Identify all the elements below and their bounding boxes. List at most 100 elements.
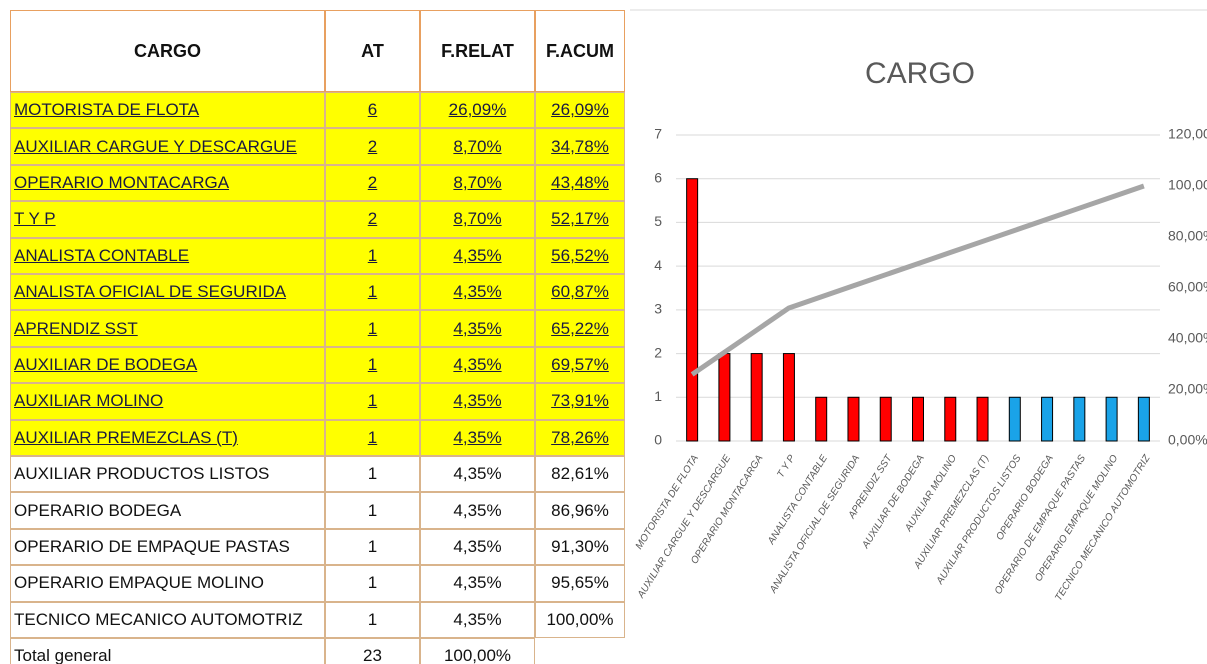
table-cell: 52,17% [535, 201, 625, 238]
y-tick-label: 4 [654, 257, 662, 273]
table-cell: 4,35% [420, 310, 535, 347]
table-cell: AUXILIAR PRODUCTOS LISTOS [10, 456, 325, 493]
table-cell: 2 [325, 164, 420, 202]
table-cell: 8,70% [420, 164, 535, 202]
bar [782, 353, 795, 442]
table-cell: 43,48% [535, 164, 625, 202]
table-cell: OPERARIO DE EMPAQUE PASTAS [10, 528, 325, 566]
table-cell: 8,70% [420, 128, 535, 165]
table-cell: 73,91% [535, 383, 625, 420]
bar [912, 396, 924, 442]
table-cell: AT [325, 10, 420, 92]
table-cell: 34,78% [535, 128, 625, 165]
x-tick-label: T Y P [775, 453, 798, 480]
y2-tick-label: 80,00% [1168, 228, 1207, 244]
y-tick-label: 3 [654, 301, 662, 317]
table-cell: 4,35% [420, 419, 535, 456]
table-cell: F.ACUM [535, 10, 625, 92]
table-cell: 91,30% [535, 528, 625, 566]
y2-tick-label: 0,00% [1168, 432, 1207, 448]
table-cell: AUXILIAR DE BODEGA [10, 346, 325, 384]
table-cell: 4,35% [420, 456, 535, 493]
y-tick-label: 6 [654, 169, 662, 185]
table-cell: 4,35% [420, 237, 535, 274]
table-cell: 82,61% [535, 456, 625, 493]
y-tick-label: 1 [654, 388, 662, 404]
table-cell: 1 [325, 310, 420, 347]
table-cell: 1 [325, 419, 420, 456]
y2-tick-label: 40,00% [1168, 330, 1207, 346]
table-cell: ANALISTA CONTABLE [10, 237, 325, 274]
x-tick-label: OPERARIO BODEGA [994, 453, 1056, 543]
table-cell: 4,35% [420, 565, 535, 602]
table-cell: 69,57% [535, 346, 625, 384]
x-tick-label: ANALISTA CONTABLE [765, 453, 830, 547]
table-cell: 2 [325, 201, 420, 238]
x-tick-label: AUXILIAR DE BODEGA [860, 453, 927, 551]
table-cell: 1 [325, 565, 420, 602]
table-cell: AUXILIAR MOLINO [10, 383, 325, 420]
table-cell: 4,35% [420, 492, 535, 529]
table-cell: 1 [325, 456, 420, 493]
x-tick-label: MOTORISTA DE FLOTA [634, 453, 701, 552]
bar [750, 353, 763, 442]
y2-tick-label: 120,00% [1168, 126, 1207, 142]
table-cell: 4,35% [420, 383, 535, 420]
table-cell: 100,00% [420, 638, 535, 664]
table-cell: 95,65% [535, 565, 625, 602]
table-cell: 56,52% [535, 237, 625, 274]
table-cell: 65,22% [535, 310, 625, 347]
bar [686, 178, 699, 442]
bar [1041, 396, 1054, 442]
table-cell: 1 [325, 346, 420, 384]
table-cell: 4,35% [420, 601, 535, 638]
bar [1073, 396, 1086, 442]
table-cell: 1 [325, 383, 420, 420]
table-cell: OPERARIO EMPAQUE MOLINO [10, 565, 325, 602]
table-cell: 4,35% [420, 528, 535, 566]
y-tick-label: 5 [654, 213, 662, 229]
table-cell: T Y P [10, 201, 325, 238]
y2-tick-label: 60,00% [1168, 279, 1207, 295]
table-cell: 60,87% [535, 274, 625, 311]
bar [815, 396, 828, 442]
chart-title: CARGO [865, 57, 975, 90]
table-cell: AUXILIAR PREMEZCLAS (T) [10, 419, 325, 456]
table-cell: OPERARIO MONTACARGA [10, 164, 325, 202]
table-cell: 26,09% [420, 92, 535, 129]
bar [718, 353, 731, 442]
table-cell: 4,35% [420, 346, 535, 384]
table-cell: TECNICO MECANICO AUTOMOTRIZ [10, 601, 325, 638]
table-cell: 8,70% [420, 201, 535, 238]
table-cell: 6 [325, 92, 420, 129]
y2-tick-label: 100,00% [1168, 177, 1207, 193]
bar [1137, 396, 1150, 442]
table-cell: 1 [325, 601, 420, 638]
cumulative-line [690, 183, 1145, 377]
y-tick-label: 7 [654, 126, 662, 142]
table-cell: 1 [325, 274, 420, 311]
table-cell: 26,09% [535, 92, 625, 129]
y-tick-label: 0 [654, 432, 662, 448]
table-cell: 1 [325, 237, 420, 274]
bar [976, 396, 989, 442]
table-cell: 100,00% [535, 601, 625, 638]
table-cell: 1 [325, 528, 420, 566]
table-cell: 1 [325, 492, 420, 529]
table-cell: OPERARIO BODEGA [10, 492, 325, 529]
bar [1105, 396, 1118, 442]
table-cell: CARGO [10, 10, 325, 92]
table-cell: APRENDIZ SST [10, 310, 325, 347]
table-cell: 86,96% [535, 492, 625, 529]
table-cell: Total general [10, 638, 325, 664]
y-tick-label: 2 [654, 344, 662, 360]
table-cell: F.RELAT [420, 10, 535, 92]
table-cell: AUXILIAR CARGUE Y DESCARGUE [10, 128, 325, 165]
bar [1008, 396, 1021, 442]
bar [879, 396, 892, 442]
y2-tick-label: 20,00% [1168, 381, 1207, 397]
table-cell: 23 [325, 638, 420, 664]
table-cell: ANALISTA OFICIAL DE SEGURIDA [10, 274, 325, 311]
